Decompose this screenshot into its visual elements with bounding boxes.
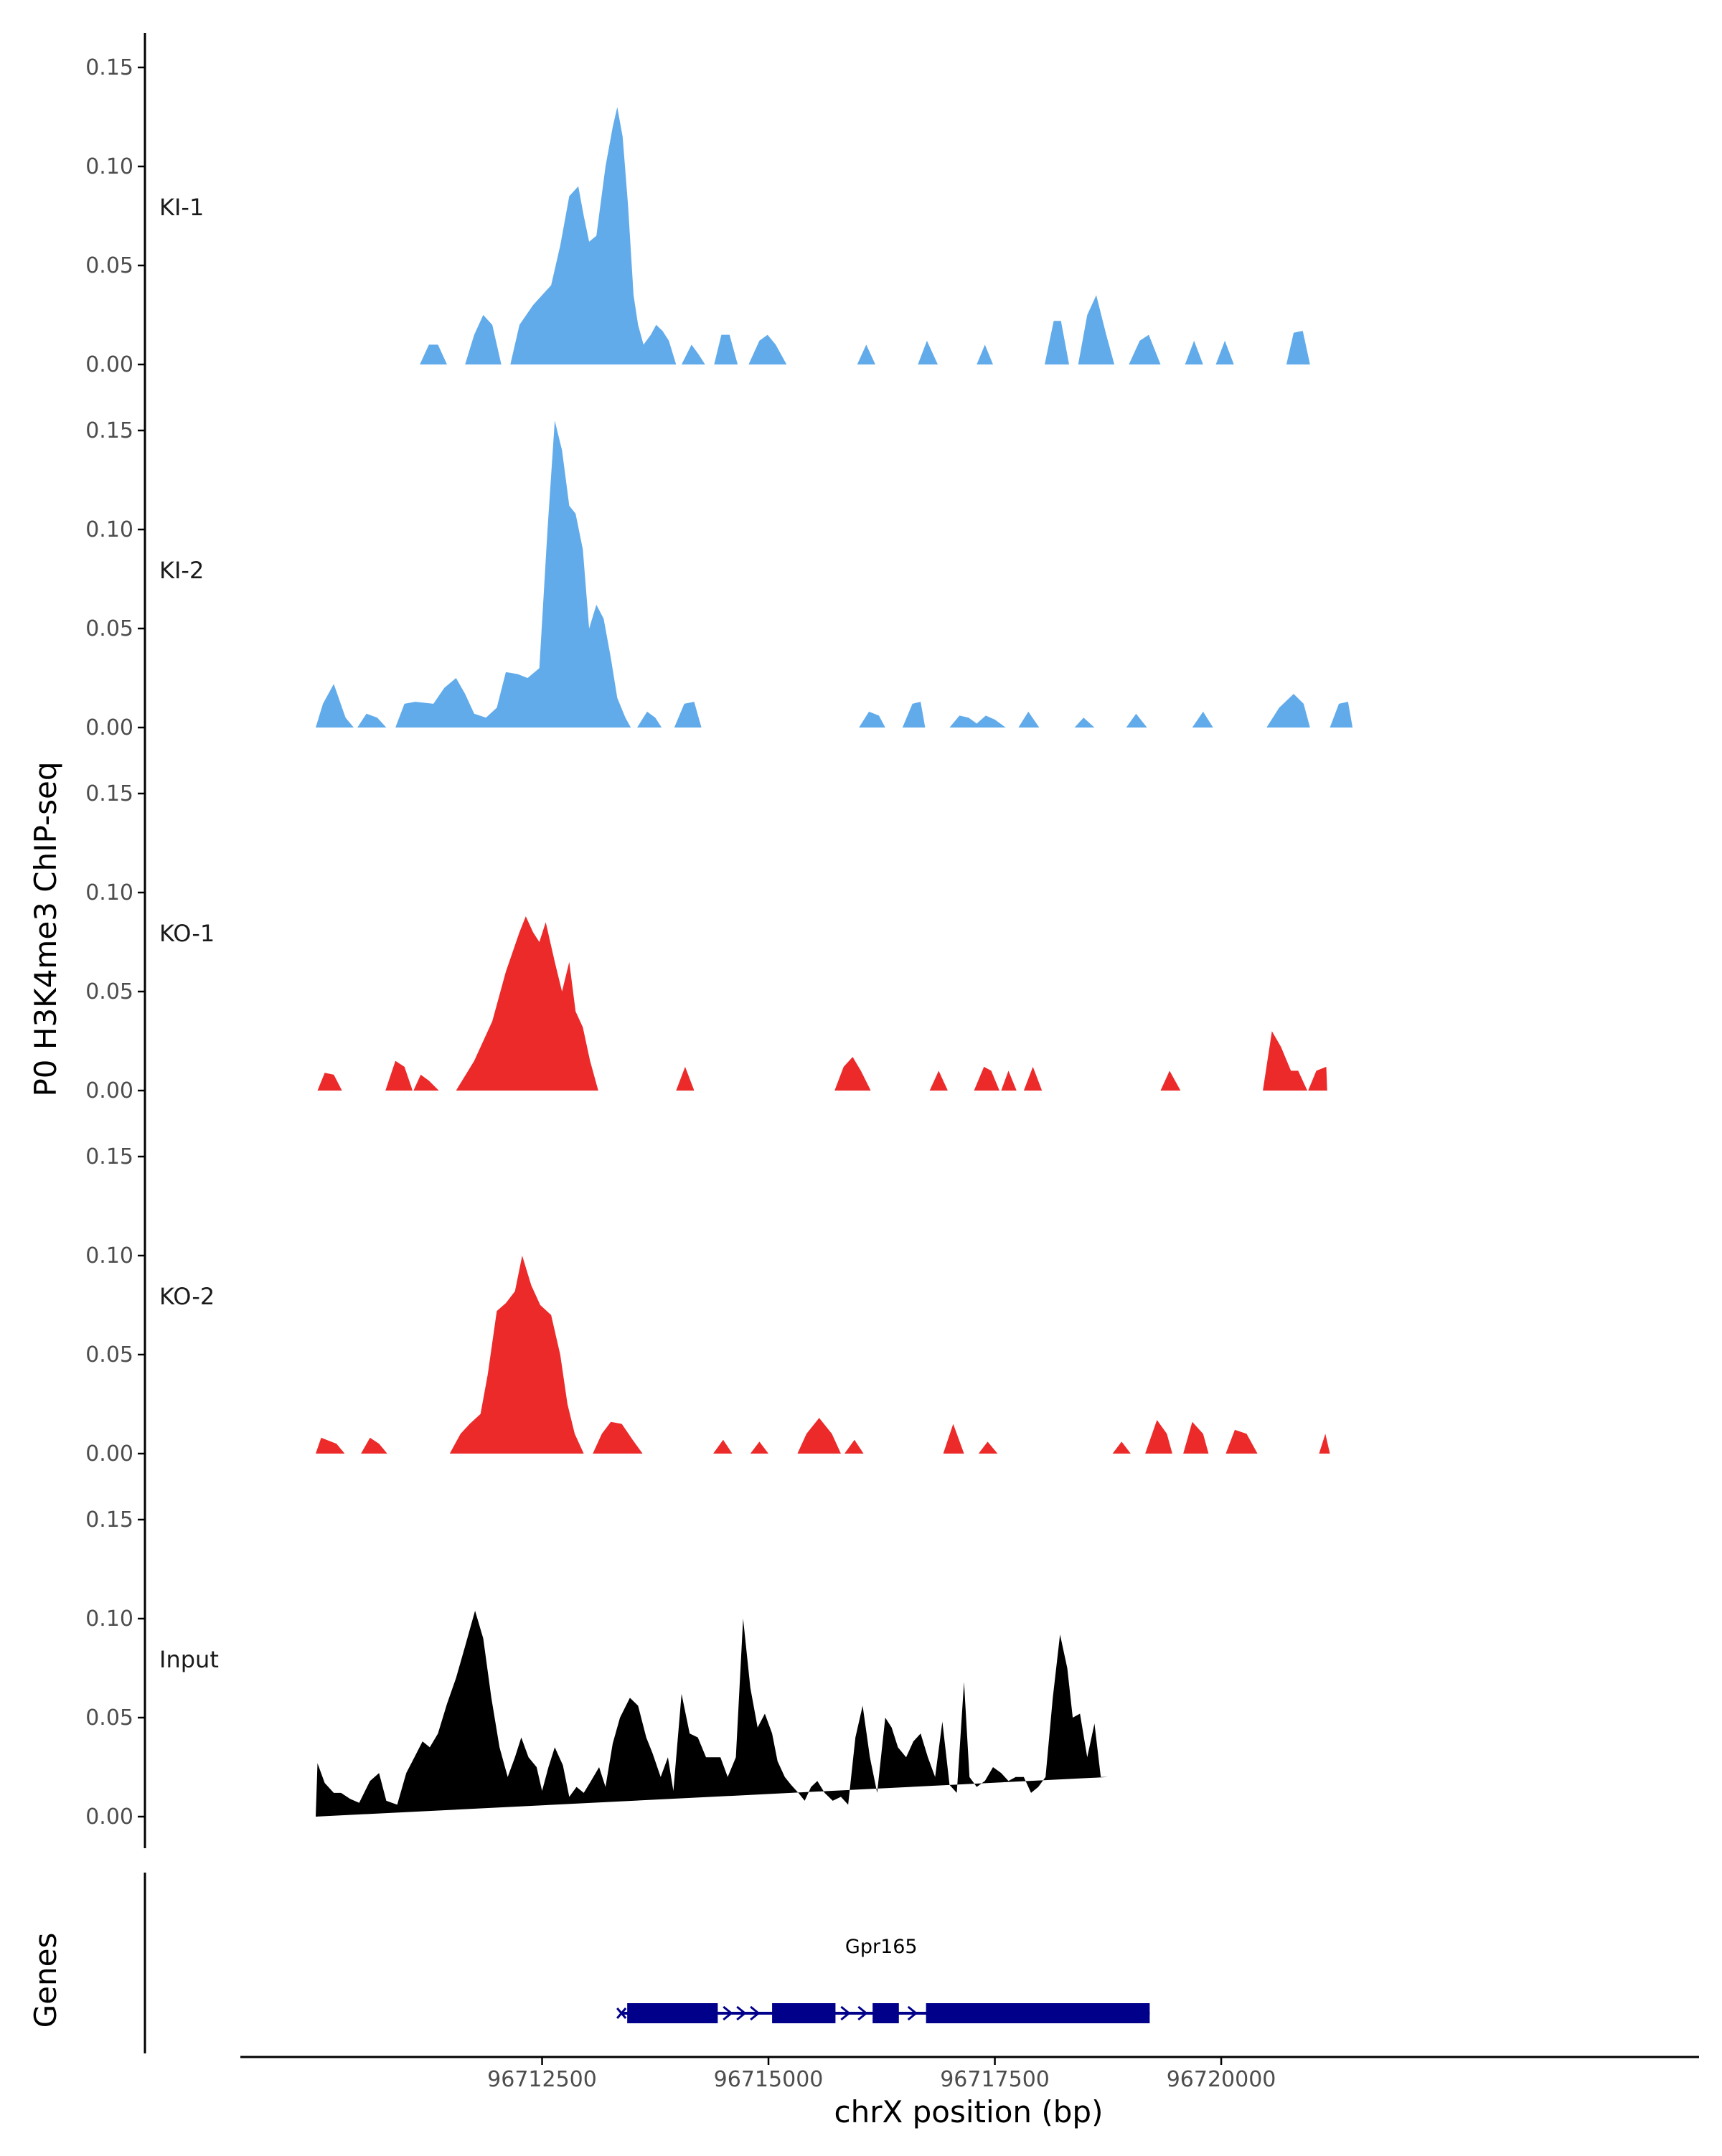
y-tick-label: 0.00 (85, 352, 133, 377)
track-label-ko-1: KO-1 (159, 920, 215, 947)
track-panel-ki-2: 0.00 0.05 0.10 0.15 KI-2 (85, 396, 1353, 759)
signal-area-input (316, 1611, 1109, 1817)
gene-track: Gpr165 (144, 1873, 1150, 2053)
y-tick-label: 0.10 (85, 154, 133, 179)
gene-exon-1 (627, 2003, 718, 2023)
y-tick-label: 0.10 (85, 1243, 133, 1268)
gene-label: Gpr165 (845, 1936, 918, 1958)
y-tick-label: 0.10 (85, 1606, 133, 1632)
y-tick-label: 0.05 (85, 253, 133, 278)
track-label-input: Input (159, 1646, 219, 1673)
y-tick-label: 0.00 (85, 1078, 133, 1103)
x-tick-label: 96720000 (1167, 2067, 1276, 2092)
track-label-ki-1: KI-1 (159, 194, 204, 221)
y-tick-label: 0.00 (85, 1441, 133, 1467)
x-axis-title: chrX position (bp) (834, 2094, 1104, 2129)
tracks-layer: 0.00 0.05 0.10 0.15 KI-1 0.00 0.05 0.10 0.15 KI-2… (85, 33, 1353, 1848)
gene-strand-arrow (857, 2005, 868, 2021)
y-tick-label: 0.15 (85, 781, 133, 806)
x-tick-label: 96715000 (714, 2067, 824, 2092)
gene-strand-arrow (907, 2005, 918, 2021)
y-tick-label: 0.10 (85, 517, 133, 542)
gene-strand-arrow (840, 2005, 851, 2021)
track-label-ki-2: KI-2 (159, 557, 204, 584)
signal-area-ki-1 (420, 107, 1310, 364)
signal-area-ko-1 (317, 916, 1327, 1091)
y-tick-label: 0.15 (85, 1507, 133, 1533)
y-tick-label: 0.10 (85, 880, 133, 905)
y-axis-title: P0 H3K4me3 ChIP-seq (28, 761, 63, 1096)
x-tick-label: 96717500 (940, 2067, 1050, 2092)
genes-axis-title: Genes (28, 1933, 63, 2028)
y-tick-label: 0.05 (85, 979, 133, 1004)
track-label-ko-2: KO-2 (159, 1283, 215, 1310)
track-panel-input: 0.00 0.05 0.10 0.15 Input (85, 1485, 1109, 1848)
y-tick-label: 0.15 (85, 55, 133, 80)
gene-exon-2 (772, 2003, 836, 2023)
track-panel-ko-1: 0.00 0.05 0.10 0.15 KO-1 (85, 759, 1327, 1122)
gene-exon-4 (926, 2003, 1150, 2023)
signal-area-ko-2 (316, 1256, 1330, 1454)
y-tick-label: 0.15 (85, 1144, 133, 1169)
gene-start-marker (616, 2007, 627, 2019)
track-panel-ki-1: 0.00 0.05 0.10 0.15 KI-1 (85, 33, 1310, 396)
y-tick-label: 0.15 (85, 418, 133, 443)
y-tick-label: 0.00 (85, 1804, 133, 1830)
x-tick-label: 96712500 (487, 2067, 597, 2092)
y-tick-label: 0.00 (85, 715, 133, 740)
y-tick-label: 0.05 (85, 616, 133, 641)
gene-strand-arrow (723, 2005, 733, 2021)
track-panel-ko-2: 0.00 0.05 0.10 0.15 KO-2 (85, 1122, 1330, 1485)
x-axis: 96712500 96715000 96717500 96720000 (240, 2056, 1699, 2092)
y-tick-label: 0.05 (85, 1705, 133, 1731)
y-tick-label: 0.05 (85, 1342, 133, 1367)
gene-strand-arrow (750, 2005, 761, 2021)
gene-strand-arrow (736, 2005, 747, 2021)
gene-exon-3 (872, 2003, 899, 2023)
signal-area-ki-2 (316, 420, 1353, 728)
